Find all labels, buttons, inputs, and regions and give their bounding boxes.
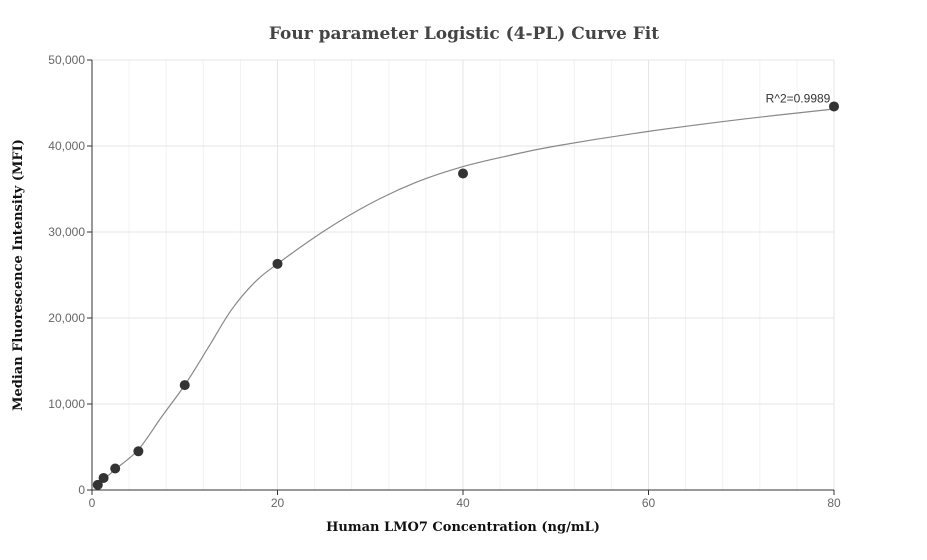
y-tick-label: 50,000 — [48, 53, 85, 67]
y-axis-ticks: 0 10,000 20,000 30,000 40,000 50,000 — [48, 53, 92, 497]
y-tick-label: 20,000 — [48, 311, 85, 325]
data-point — [179, 380, 190, 391]
y-tick-label: 30,000 — [48, 225, 85, 239]
fit-curve — [97, 108, 835, 487]
y-tick-label: 0 — [78, 483, 85, 497]
x-tick-label: 40 — [456, 496, 470, 510]
r-squared-annotation: R^2=0.9989 — [766, 91, 831, 105]
data-point — [98, 472, 109, 483]
annotations: R^2=0.9989 — [766, 91, 831, 105]
x-tick-label: 20 — [271, 496, 285, 510]
grid — [91, 59, 835, 491]
y-tick-label: 40,000 — [48, 139, 85, 153]
data-point — [829, 101, 839, 112]
data-point — [272, 258, 283, 269]
x-tick-label: 0 — [89, 496, 96, 510]
y-tick-label: 10,000 — [48, 397, 85, 411]
data-points — [92, 101, 839, 490]
data-point — [92, 479, 103, 490]
data-point — [133, 446, 144, 457]
x-tick-label: 80 — [827, 496, 841, 510]
data-point — [110, 463, 121, 474]
x-tick-label: 60 — [642, 496, 656, 510]
data-point — [458, 168, 468, 179]
x-axis-ticks: 0 20 40 60 80 — [89, 490, 841, 510]
chart-title: Four parameter Logistic (4-PL) Curve Fit — [269, 24, 659, 44]
x-axis-title: Human LMO7 Concentration (ng/mL) — [326, 520, 600, 535]
y-axis-title: Median Fluorescence Intensity (MFI) — [11, 139, 26, 411]
